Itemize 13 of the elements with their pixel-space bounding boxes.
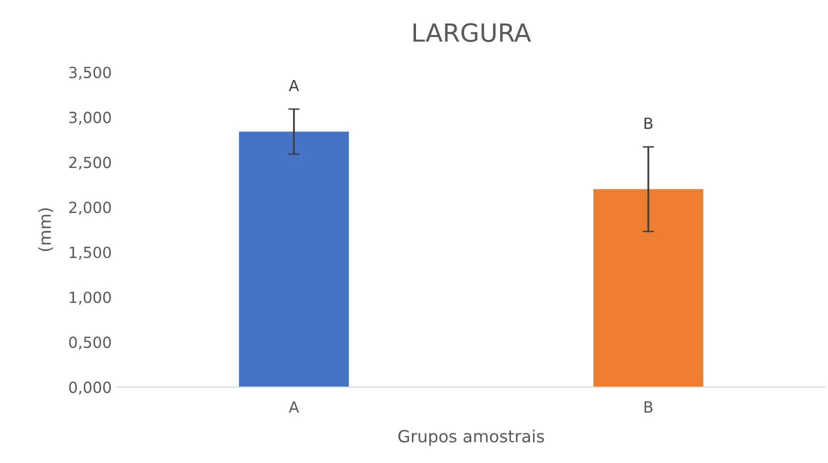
- y-tick-label: 3,000: [69, 112, 111, 125]
- annotation: B: [644, 118, 652, 129]
- chart-title: LARGURA: [414, 23, 531, 42]
- annotation: A: [288, 80, 300, 92]
- x-axis-title: Grupos amostrais: [398, 430, 544, 446]
- y-tick-label: 0,500: [69, 336, 111, 350]
- y-tick-label: 1,000: [70, 292, 111, 305]
- y-tick-label: 0,000: [69, 382, 111, 395]
- y-tick-label: 1,500: [70, 246, 111, 260]
- y-axis-title: (mm): [38, 208, 53, 251]
- y-tick-label: 2,500: [69, 156, 111, 170]
- y-tick-label: 2,000: [69, 202, 111, 215]
- y-tick-label: 3,500: [69, 66, 111, 80]
